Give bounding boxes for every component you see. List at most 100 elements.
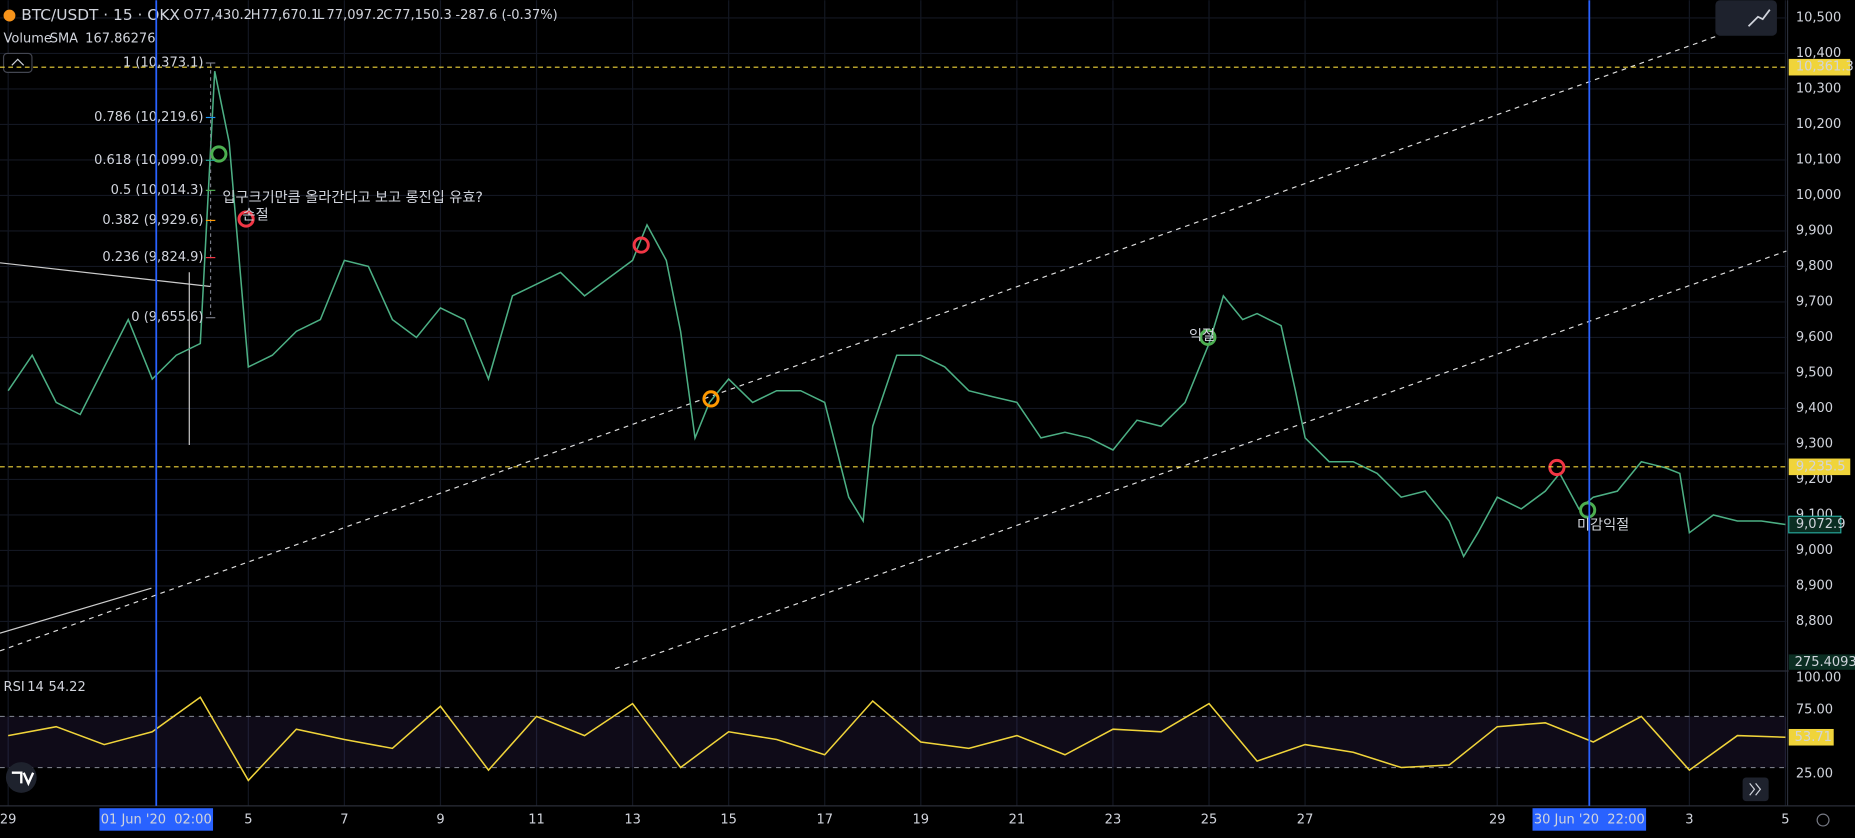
y-tick-label: 10,400	[1796, 46, 1841, 61]
crosshair-tag	[99, 808, 214, 831]
y-tick-label: 8,800	[1796, 614, 1833, 629]
y-tick-label: 10,500	[1796, 10, 1841, 25]
series-line	[8, 696, 1786, 782]
coin-icon	[3, 9, 16, 22]
price-tag	[1788, 58, 1851, 76]
crosshair-label: 30 Jun '20 22:00	[1534, 813, 1645, 828]
ohlc-label: H	[251, 8, 261, 23]
x-tick-label: 5	[244, 813, 252, 828]
marker	[702, 390, 720, 408]
marker	[1199, 328, 1217, 346]
y-tick-label: 25.00	[1796, 766, 1833, 781]
marker	[237, 210, 255, 228]
y-tick-label: 75.00	[1796, 703, 1833, 718]
x-tick-label: 15	[720, 813, 737, 828]
x-tick-label: 17	[816, 813, 833, 828]
ohlc-value: 77,430.2	[194, 8, 252, 23]
annotation: 손절	[243, 208, 269, 224]
y-tick-label: 100.00	[1796, 671, 1841, 686]
last-price-label: 9,072.9	[1796, 517, 1846, 532]
volume-label: Volume	[4, 32, 52, 47]
fib-label: 0.382 (9,929.6)	[102, 213, 203, 228]
price-tag-label: 9,235.5	[1796, 459, 1846, 474]
marker	[1579, 501, 1597, 519]
y-tick-label: 9,900	[1796, 223, 1833, 238]
scroll-button[interactable]	[1742, 777, 1769, 802]
y-tick-label: 10,100	[1796, 152, 1841, 167]
y-tick-label: 9,500	[1796, 365, 1833, 380]
rsi-title: RSI	[4, 680, 25, 695]
annotation: 익절	[1189, 328, 1215, 344]
ohlc-value: 77,097.2	[327, 8, 385, 23]
y-tick-label: 9,300	[1796, 436, 1833, 451]
x-tick-label: 3	[1685, 813, 1693, 828]
trend-line	[0, 587, 152, 634]
collapse-icon	[11, 58, 25, 66]
sma-value: 167.86276	[85, 32, 155, 47]
x-tick-label: 29	[0, 813, 16, 828]
x-tick-label: 9	[436, 813, 444, 828]
x-tick-label: 21	[1009, 813, 1026, 828]
price-tag	[1788, 458, 1851, 476]
plot	[7, 71, 1786, 782]
ohlc-label: C	[383, 8, 392, 23]
rsi-value: 54.22	[49, 680, 86, 695]
y-tick-label: 9,800	[1796, 259, 1833, 274]
y-tick-label: 9,200	[1796, 472, 1833, 487]
x-tick-label: 13	[624, 813, 641, 828]
price-tag-label: 10,361.3	[1796, 60, 1854, 75]
symbol[interactable]: BTC/USDT · 15 · OKX	[21, 6, 180, 24]
x-tick-label: 11	[528, 813, 545, 828]
annotation: 입구크기만큼 올라간다고 보고 롱진입 유효?	[222, 190, 483, 206]
scroll-icon	[1749, 783, 1762, 796]
toolbar-icon	[1747, 9, 1771, 27]
crosshair-label: 01 Jun '20 02:00	[101, 813, 212, 828]
signal-markers	[210, 145, 1597, 519]
marker	[632, 236, 650, 254]
rsi-tag	[1788, 728, 1834, 746]
trend-line	[614, 250, 1787, 670]
x-tick-label: 23	[1105, 813, 1122, 828]
x-tick-label: 25	[1201, 813, 1218, 828]
y-tick-label: 10,200	[1796, 117, 1841, 132]
series-line	[7, 71, 1786, 559]
rsi-band	[0, 716, 1787, 768]
y-tick-label: 10,000	[1796, 188, 1841, 203]
y-tick-label: 9,000	[1796, 543, 1833, 558]
ohlc-value: 77,150.3	[394, 8, 452, 23]
x-tick-label: 19	[913, 813, 930, 828]
fib-label: 0.236 (9,824.9)	[102, 250, 203, 265]
y-tick-label: 10,300	[1796, 81, 1841, 96]
fib-label: 0.786 (10,219.6)	[94, 110, 203, 125]
x-tick-label: 5	[1781, 813, 1789, 828]
rsi-tag-label: 53.71	[1795, 730, 1832, 745]
toolbar[interactable]	[1715, 0, 1777, 36]
ohlc-label: O	[183, 8, 193, 23]
last-price-tag	[1788, 515, 1842, 534]
y-tick-label: 9,600	[1796, 330, 1833, 345]
y-tick-label: 8,900	[1796, 578, 1833, 593]
rsi-length: 14	[27, 680, 44, 695]
x-tick-label: 7	[340, 813, 348, 828]
crosshair-tag	[1532, 808, 1647, 831]
volume-tag	[1788, 654, 1855, 670]
fib-label: 0.618 (10,099.0)	[94, 153, 203, 168]
ohlc-value: 77,670.1	[261, 8, 319, 23]
settings-button[interactable]	[1816, 813, 1830, 827]
fib-label: 1 (10,373.1)	[123, 56, 203, 71]
sma-label: SMA	[50, 32, 78, 47]
fib-label: 0 (9,655.6)	[131, 310, 203, 325]
trend-line	[0, 23, 1752, 652]
collapse-button[interactable]	[2, 52, 33, 73]
ohlc-label: L	[317, 8, 325, 23]
y-tick-label: 9,400	[1796, 401, 1833, 416]
annotation: 미감익절	[1577, 517, 1629, 533]
marker	[210, 145, 228, 163]
volume-tag-label: 275.40932	[1795, 655, 1855, 670]
trend-line	[0, 262, 211, 288]
marker	[1548, 458, 1566, 477]
y-tick-label: 9,700	[1796, 294, 1833, 309]
